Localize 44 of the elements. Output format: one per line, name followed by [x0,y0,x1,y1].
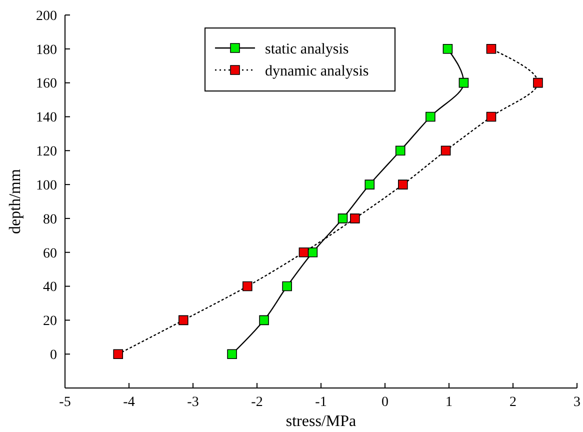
y-tick-label: 20 [43,314,57,330]
point [364,180,375,190]
x-tick-label: 3 [574,395,580,410]
y-tick-label: 200 [36,8,57,24]
x-tick-label: -2 [251,395,263,410]
y-tick-label: 160 [36,76,57,92]
x-tick-label: -5 [59,395,71,410]
y-tick-label: 0 [50,348,57,363]
y-tick-label: 60 [43,246,57,262]
y-tick-label: 120 [36,144,57,160]
point [486,112,496,122]
x-tick-label: -4 [123,395,135,410]
point [426,112,436,122]
point [308,247,318,258]
point [227,349,237,359]
x-tick-label: 0 [382,395,388,410]
point [242,281,252,292]
y-tick-label: 80 [43,212,57,228]
x-axis-title: stress/MPa [286,413,356,430]
y-tick-label: 140 [36,110,57,126]
point [486,44,496,54]
y-tick-label: 40 [43,280,57,296]
y-axis-title: depth/mm [7,168,24,234]
legend-label: dynamic analysis [265,63,369,80]
point [338,214,348,224]
y-tick-label: 100 [36,178,57,194]
point [442,44,453,54]
point [113,349,124,359]
point [282,281,292,292]
point [395,146,406,156]
point [350,214,360,224]
point [259,315,269,326]
point [178,315,188,326]
point [440,146,451,156]
x-tick-label: -1 [315,395,327,410]
x-tick-label: 1 [446,395,452,410]
x-tick-label: -3 [187,395,199,410]
y-tick-label: 180 [36,42,57,58]
point [458,78,469,88]
point [398,180,408,190]
point [533,78,543,88]
legend-label: static analysis [265,41,349,58]
x-tick-label: 2 [510,395,516,410]
point [298,247,309,258]
